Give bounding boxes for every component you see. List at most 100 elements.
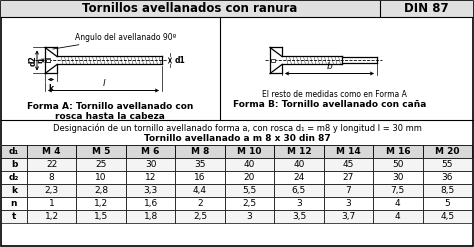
Text: n: n: [11, 199, 17, 208]
Text: 2,5: 2,5: [193, 212, 207, 221]
Text: b: b: [327, 62, 332, 70]
Text: Designación de un tornillo avellanado forma a, con rosca d₁ = m8 y longitud l = : Designación de un tornillo avellanado fo…: [53, 123, 421, 133]
Text: b: b: [11, 160, 17, 169]
Bar: [175, 158, 225, 171]
Bar: [324, 158, 373, 171]
Bar: [271, 59, 275, 62]
Text: 4: 4: [395, 212, 401, 221]
Bar: [422, 158, 472, 171]
Bar: [324, 145, 373, 158]
Text: Tornillos avellanados con ranura: Tornillos avellanados con ranura: [82, 2, 298, 16]
Text: 6,5: 6,5: [292, 186, 306, 195]
Text: M 6: M 6: [141, 147, 160, 156]
Bar: [225, 158, 274, 171]
Text: 22: 22: [46, 160, 57, 169]
Text: d₁: d₁: [9, 147, 19, 156]
Text: l: l: [102, 79, 105, 87]
Text: 1,2: 1,2: [45, 212, 59, 221]
Bar: [1, 171, 27, 184]
Bar: [225, 171, 274, 184]
Text: M 5: M 5: [92, 147, 110, 156]
Bar: [1, 1, 473, 17]
Bar: [225, 145, 274, 158]
Text: 1,6: 1,6: [144, 199, 158, 208]
Bar: [126, 184, 175, 197]
Bar: [76, 145, 126, 158]
Text: 7,5: 7,5: [391, 186, 405, 195]
Bar: [1, 210, 27, 223]
Text: 3: 3: [346, 199, 351, 208]
Text: M 8: M 8: [191, 147, 209, 156]
Text: 24: 24: [293, 173, 305, 182]
Bar: [76, 158, 126, 171]
Bar: [373, 184, 422, 197]
Bar: [1, 145, 472, 158]
Bar: [225, 210, 274, 223]
Text: 8,5: 8,5: [440, 186, 455, 195]
Bar: [175, 197, 225, 210]
Bar: [76, 210, 126, 223]
Bar: [27, 210, 76, 223]
Text: 1: 1: [49, 199, 55, 208]
Bar: [373, 145, 422, 158]
Bar: [175, 171, 225, 184]
Bar: [126, 158, 175, 171]
Text: d₂: d₂: [9, 173, 19, 182]
Text: t: t: [12, 212, 16, 221]
Text: DIN 87: DIN 87: [404, 2, 448, 16]
Bar: [324, 184, 373, 197]
Text: 35: 35: [194, 160, 206, 169]
Bar: [324, 210, 373, 223]
Bar: [27, 197, 76, 210]
Text: 30: 30: [145, 160, 156, 169]
Text: M 20: M 20: [435, 147, 459, 156]
Text: d2: d2: [28, 55, 37, 66]
Text: rosca hasta la cabeza: rosca hasta la cabeza: [55, 112, 165, 121]
Text: 8: 8: [49, 173, 55, 182]
Text: 5: 5: [445, 199, 450, 208]
Text: 3,5: 3,5: [292, 212, 306, 221]
Text: El resto de medidas como en Forma A: El resto de medidas como en Forma A: [262, 89, 407, 99]
Text: M 14: M 14: [336, 147, 361, 156]
Text: 2: 2: [197, 199, 203, 208]
Bar: [126, 197, 175, 210]
Text: 3: 3: [246, 212, 252, 221]
Bar: [27, 171, 76, 184]
Bar: [274, 210, 324, 223]
Text: 4,4: 4,4: [193, 186, 207, 195]
Bar: [1, 197, 27, 210]
Text: d1: d1: [175, 56, 186, 65]
Text: Forma B: Tornillo avellanado con caña: Forma B: Tornillo avellanado con caña: [233, 100, 427, 109]
Text: M 10: M 10: [237, 147, 262, 156]
Bar: [373, 210, 422, 223]
Bar: [373, 158, 422, 171]
Bar: [274, 145, 324, 158]
Text: 40: 40: [293, 160, 305, 169]
Text: M 12: M 12: [287, 147, 311, 156]
Text: 36: 36: [441, 173, 453, 182]
Bar: [126, 145, 175, 158]
Bar: [126, 210, 175, 223]
Bar: [274, 158, 324, 171]
Text: 1,2: 1,2: [94, 199, 108, 208]
Text: 20: 20: [244, 173, 255, 182]
Bar: [373, 171, 422, 184]
Bar: [76, 184, 126, 197]
Bar: [225, 184, 274, 197]
Bar: [46, 59, 50, 62]
Text: 1,8: 1,8: [144, 212, 158, 221]
Bar: [27, 184, 76, 197]
Text: 3,7: 3,7: [341, 212, 356, 221]
Text: 12: 12: [145, 173, 156, 182]
Bar: [274, 184, 324, 197]
Text: Tornillo avellanado a m 8 x 30 din 87: Tornillo avellanado a m 8 x 30 din 87: [144, 133, 330, 143]
Text: 16: 16: [194, 173, 206, 182]
Bar: [422, 197, 472, 210]
Bar: [422, 145, 472, 158]
Bar: [175, 184, 225, 197]
Text: n: n: [37, 58, 43, 63]
Text: 25: 25: [95, 160, 107, 169]
Bar: [175, 210, 225, 223]
Text: M 4: M 4: [43, 147, 61, 156]
Text: M 16: M 16: [385, 147, 410, 156]
